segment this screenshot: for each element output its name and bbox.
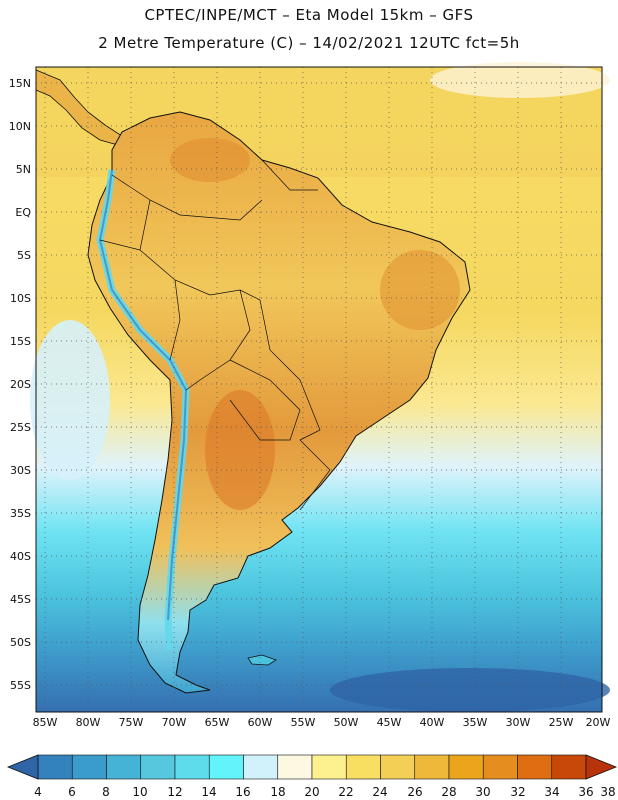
south-america-landmass xyxy=(87,111,471,694)
colorbar-tick: 8 xyxy=(102,785,110,799)
colorbar-tick: 10 xyxy=(132,785,147,799)
map-frame xyxy=(35,66,603,713)
longitude-axis: 85W 80W 75W 70W 65W 60W 55W 50W 45W 40W … xyxy=(33,716,611,729)
map-subtitle: 2 Metre Temperature (C) – 14/02/2021 12U… xyxy=(98,34,520,52)
colorbar-tick: 18 xyxy=(270,785,285,799)
lat-label: 30S xyxy=(10,464,31,477)
colorbar-cell xyxy=(551,754,587,780)
colorbar-cell xyxy=(517,754,553,780)
lon-label: 50W xyxy=(334,716,359,729)
colorbar-tick: 22 xyxy=(338,785,353,799)
lon-label: 30W xyxy=(506,716,531,729)
colorbar-tick: 38 xyxy=(600,785,615,799)
warm-atlantic-patch xyxy=(430,62,610,98)
colorbar-cell xyxy=(311,754,347,780)
lon-label: 60W xyxy=(248,716,273,729)
colorbar-cell xyxy=(71,754,107,780)
colorbar-tick: 34 xyxy=(544,785,559,799)
lat-label: EQ xyxy=(15,206,31,219)
colorbar-cell xyxy=(140,754,176,780)
lat-label: 15N xyxy=(9,77,31,90)
lat-label: 10N xyxy=(9,120,31,133)
lat-label: 5N xyxy=(16,163,31,176)
lon-label: 65W xyxy=(205,716,230,729)
colorbar-tick: 36 xyxy=(578,785,593,799)
lon-label: 45W xyxy=(377,716,402,729)
lat-label: 15S xyxy=(10,335,31,348)
colorbar-cell xyxy=(174,754,210,780)
lat-label: 55S xyxy=(10,679,31,692)
lon-label: 20W xyxy=(586,716,611,729)
lat-label: 45S xyxy=(10,593,31,606)
lon-label: 55W xyxy=(291,716,316,729)
lat-label: 40S xyxy=(10,550,31,563)
colorbar: 4 6 8 10 12 14 16 18 20 22 24 26 28 30 3… xyxy=(6,754,618,799)
falkland-islands xyxy=(247,654,277,666)
hot-venezuela-region xyxy=(170,138,250,182)
lat-label: 5S xyxy=(17,249,31,262)
colorbar-tick: 6 xyxy=(68,785,76,799)
colorbar-cell xyxy=(208,754,244,780)
colorbar-tick: 12 xyxy=(167,785,182,799)
cold-south-patch xyxy=(330,668,610,712)
lat-label: 20S xyxy=(10,378,31,391)
lat-label: 10S xyxy=(10,292,31,305)
colorbar-high-arrow xyxy=(585,754,618,780)
colorbar-cell xyxy=(414,754,450,780)
colorbar-tick: 4 xyxy=(34,785,42,799)
colorbar-cell xyxy=(345,754,381,780)
colorbar-tick: 26 xyxy=(407,785,422,799)
colorbar-tick: 30 xyxy=(475,785,490,799)
colorbar-cell xyxy=(380,754,416,780)
hot-northeast-region xyxy=(380,250,460,330)
lon-label: 25W xyxy=(549,716,574,729)
cool-pacific-patch xyxy=(30,320,110,480)
colorbar-cell xyxy=(277,754,313,780)
colorbar-tick: 16 xyxy=(235,785,250,799)
lon-label: 35W xyxy=(463,716,488,729)
latitude-axis: 15N 10N 5N EQ 5S 10S 15S 20S 25S 30S 35S… xyxy=(9,77,32,692)
country-borders xyxy=(99,159,331,511)
lat-label: 35S xyxy=(10,507,31,520)
hot-chaco-region xyxy=(205,390,275,510)
colorbar-tick: 24 xyxy=(372,785,387,799)
colorbar-tick: 28 xyxy=(441,785,456,799)
lon-label: 75W xyxy=(119,716,144,729)
colorbar-cell xyxy=(448,754,484,780)
lat-label: 50S xyxy=(10,636,31,649)
colorbar-tick: 32 xyxy=(510,785,525,799)
colorbar-tick: 14 xyxy=(201,785,216,799)
colorbar-cell xyxy=(106,754,142,780)
colorbar-cell xyxy=(482,754,518,780)
colorbar-cell xyxy=(37,754,73,780)
lon-label: 70W xyxy=(162,716,187,729)
colorbar-low-arrow xyxy=(6,754,39,780)
map-title: CPTEC/INPE/MCT – Eta Model 15km – GFS xyxy=(144,6,474,24)
lon-label: 40W xyxy=(420,716,445,729)
lon-label: 80W xyxy=(76,716,101,729)
lon-label: 85W xyxy=(33,716,58,729)
colorbar-tick: 20 xyxy=(304,785,319,799)
colorbar-cell xyxy=(243,754,279,780)
lat-label: 25S xyxy=(10,421,31,434)
